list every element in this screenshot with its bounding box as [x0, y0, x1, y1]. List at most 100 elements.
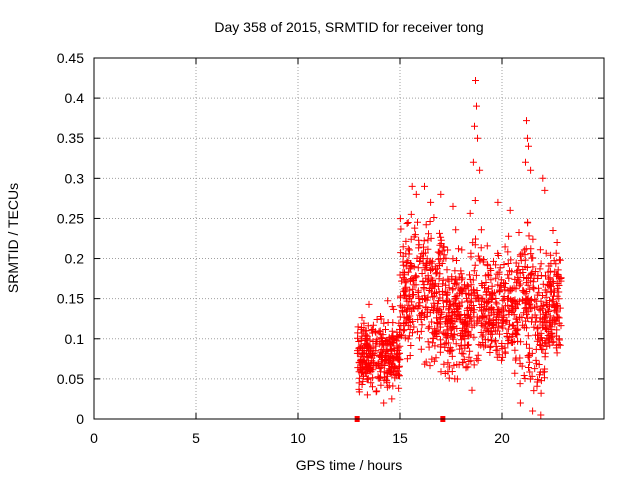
- data-point: [516, 252, 524, 260]
- data-point: [498, 304, 506, 312]
- data-point: [362, 362, 370, 370]
- data-point: [478, 307, 485, 315]
- data-point: [537, 342, 544, 349]
- data-point: [436, 229, 443, 237]
- data-point: [507, 286, 515, 294]
- data-point: [507, 338, 515, 346]
- data-point: [553, 326, 561, 334]
- data-point: [520, 288, 528, 296]
- data-point: [399, 243, 407, 251]
- data-point: [466, 315, 474, 323]
- data-point: [449, 255, 457, 263]
- data-point: [406, 295, 414, 303]
- data-point: [464, 282, 472, 290]
- data-point: [437, 190, 445, 198]
- data-point: [404, 322, 412, 330]
- data-point: [407, 235, 415, 243]
- data-point: [496, 264, 504, 272]
- data-point: [444, 359, 452, 367]
- data-point: [388, 352, 396, 360]
- data-point: [522, 245, 530, 253]
- data-point: [484, 271, 492, 279]
- data-point: [431, 342, 439, 350]
- data-point: [410, 263, 418, 271]
- data-point: [404, 314, 412, 322]
- data-point: [436, 241, 444, 249]
- data-point: [416, 334, 423, 342]
- data-point: [377, 381, 385, 389]
- data-point: [460, 333, 468, 341]
- data-point: [531, 365, 539, 373]
- data-point: [511, 369, 519, 377]
- data-point: [412, 281, 420, 289]
- data-point: [403, 305, 411, 313]
- data-point: [428, 355, 436, 363]
- data-point: [402, 262, 410, 270]
- data-point: [470, 361, 478, 369]
- data-point: [445, 374, 453, 382]
- data-point: [458, 349, 466, 357]
- data-point: [442, 334, 450, 342]
- data-point: [504, 260, 512, 267]
- data-point: [542, 293, 550, 301]
- data-point: [414, 264, 422, 272]
- data-point: [376, 364, 384, 372]
- data-point: [529, 263, 537, 271]
- data-point: [528, 269, 536, 277]
- data-point: [445, 363, 453, 371]
- data-point: [408, 275, 416, 282]
- data-point: [418, 270, 426, 277]
- data-point: [549, 227, 557, 234]
- data-point: [412, 273, 420, 281]
- data-point: [511, 346, 519, 354]
- data-point: [477, 341, 485, 349]
- data-point: [448, 317, 455, 325]
- data-point: [543, 342, 551, 350]
- data-point: [474, 134, 481, 142]
- data-point: [409, 303, 417, 311]
- data-point: [432, 330, 440, 337]
- data-point: [552, 249, 560, 257]
- data-point: [418, 321, 426, 329]
- data-point: [364, 322, 372, 330]
- data-point: [522, 279, 530, 287]
- data-point: [533, 291, 541, 299]
- data-point: [427, 198, 435, 206]
- data-point: [497, 276, 505, 284]
- data-point: [528, 349, 536, 357]
- data-point: [492, 295, 500, 302]
- data-point: [469, 276, 477, 284]
- data-point: [454, 305, 462, 313]
- data-point: [458, 274, 466, 282]
- data-point: [483, 242, 491, 250]
- data-point: [486, 315, 494, 323]
- data-point: [404, 219, 412, 226]
- data-point: [492, 274, 500, 282]
- data-point: [400, 320, 408, 328]
- data-point: [362, 335, 370, 343]
- data-point: [390, 305, 398, 313]
- data-point: [449, 286, 457, 294]
- data-point: [403, 307, 410, 315]
- data-point: [515, 282, 523, 290]
- data-point: [453, 361, 461, 368]
- data-point: [482, 279, 490, 286]
- data-point: [525, 301, 533, 309]
- data-point: [431, 290, 438, 297]
- data-point: [464, 363, 472, 371]
- data-point: [437, 323, 444, 331]
- data-point: [516, 399, 524, 407]
- data-point: [496, 286, 504, 294]
- data-point: [464, 327, 472, 335]
- data-point: [452, 226, 460, 234]
- data-point: [450, 323, 458, 330]
- data-point: [417, 345, 425, 353]
- data-point: [544, 327, 552, 335]
- data-point: [403, 313, 411, 321]
- data-point: [378, 356, 386, 364]
- data-point: [382, 351, 389, 359]
- data-point: [460, 355, 468, 363]
- data-point: [408, 182, 416, 190]
- data-point: [523, 340, 530, 348]
- data-point: [357, 363, 364, 371]
